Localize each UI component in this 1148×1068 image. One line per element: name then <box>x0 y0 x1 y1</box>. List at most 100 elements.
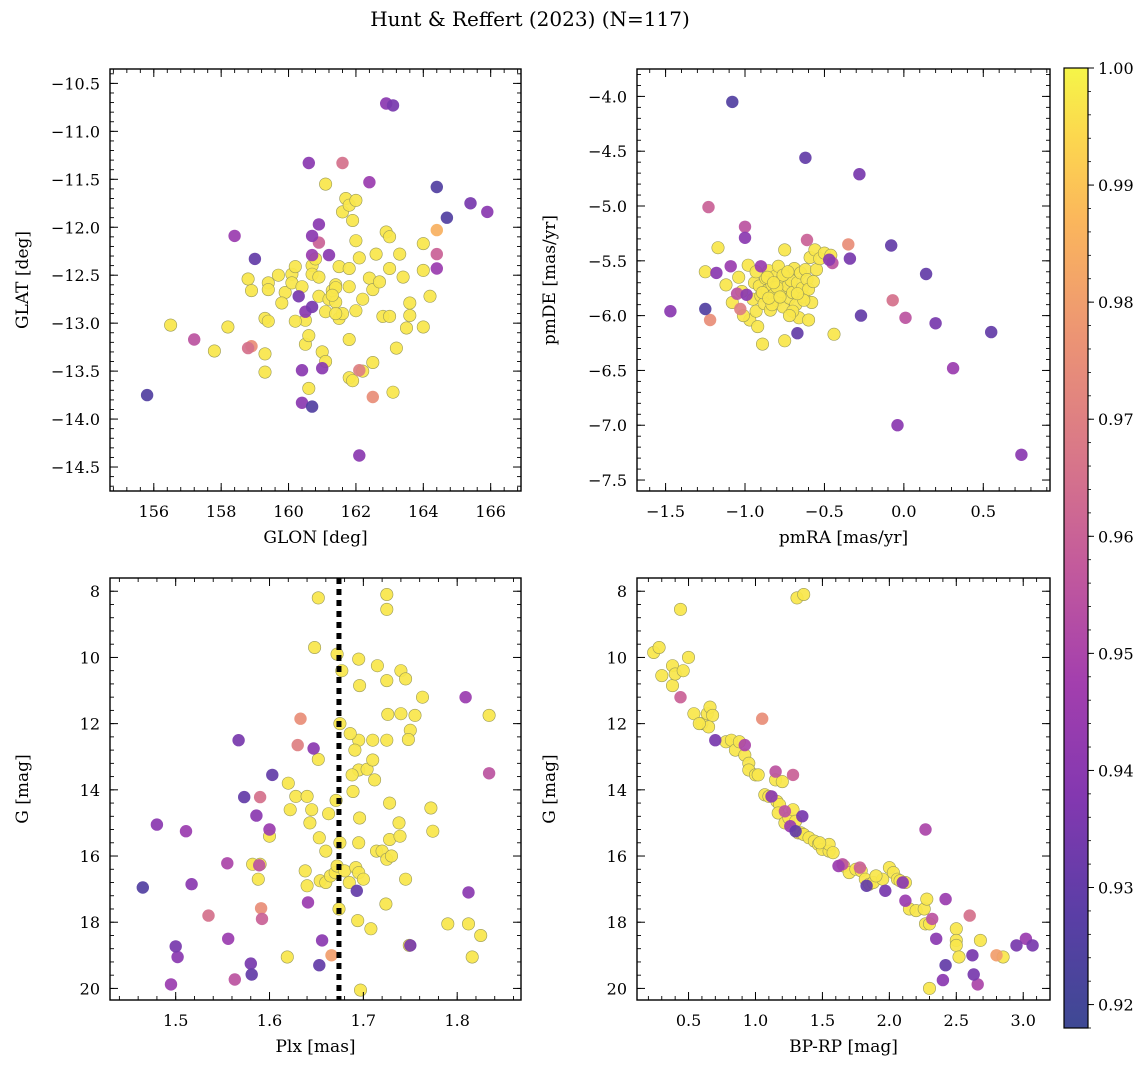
data-point <box>665 679 679 693</box>
x-tick-label: 2.0 <box>877 1011 902 1030</box>
data-point <box>295 364 309 377</box>
data-point <box>939 892 952 906</box>
y-tick-label: −6.5 <box>588 361 627 380</box>
data-point <box>353 449 366 462</box>
data-point <box>345 768 359 782</box>
x-axis-label: Plx [mas] <box>275 1037 355 1057</box>
data-point <box>800 233 814 247</box>
data-point <box>481 205 494 219</box>
x-tick-label: 1.7 <box>351 1011 376 1030</box>
data-point <box>756 712 769 725</box>
data-point <box>726 95 739 109</box>
data-point <box>404 939 417 952</box>
data-point <box>778 334 792 348</box>
y-tick-label: −7.0 <box>588 416 627 435</box>
data-point <box>681 650 695 664</box>
data-point <box>1010 939 1023 952</box>
data-point <box>342 261 356 275</box>
data-point <box>342 332 356 346</box>
x-tick-label: 158 <box>206 502 237 521</box>
data-point <box>967 968 980 981</box>
axes-frame <box>636 68 1051 492</box>
data-point <box>789 825 802 838</box>
data-point <box>399 872 413 886</box>
data-point <box>349 304 363 318</box>
data-point <box>732 270 746 284</box>
data-point <box>336 156 349 170</box>
data-point <box>188 333 201 346</box>
y-tick-label: 18 <box>80 913 100 932</box>
y-tick-label: 18 <box>607 913 627 932</box>
data-point <box>465 950 479 964</box>
data-point <box>255 912 269 926</box>
data-point <box>307 742 320 755</box>
data-point <box>724 260 737 273</box>
data-point <box>351 914 365 928</box>
data-point <box>949 922 963 936</box>
data-point <box>298 864 312 878</box>
data-point <box>244 957 257 970</box>
data-point <box>305 229 319 243</box>
data-point <box>302 329 316 343</box>
data-point <box>482 708 496 722</box>
data-point <box>441 917 455 931</box>
data-point <box>380 602 394 616</box>
data-point <box>843 252 857 265</box>
data-point <box>221 857 234 870</box>
data-point <box>791 327 804 340</box>
data-point <box>353 364 366 377</box>
data-point <box>342 280 356 294</box>
data-point <box>305 248 319 262</box>
data-point <box>308 640 322 654</box>
data-point <box>389 341 403 355</box>
axes-frame <box>636 577 1051 1001</box>
data-point <box>786 768 800 782</box>
x-tick-label: 1.8 <box>444 1011 469 1030</box>
colorbar-tick-label: 0.99 <box>1098 176 1134 195</box>
y-tick-label: 12 <box>80 715 100 734</box>
data-point <box>936 973 950 987</box>
data-point <box>380 733 394 747</box>
data-point <box>734 302 747 316</box>
data-point <box>185 878 198 891</box>
data-point <box>288 314 302 328</box>
x-tick-label: −0.5 <box>805 502 844 521</box>
data-point <box>394 707 408 721</box>
data-point <box>778 805 792 818</box>
y-tick-label: −11.5 <box>51 170 100 189</box>
data-point <box>879 884 892 897</box>
x-tick-label: 166 <box>475 502 506 521</box>
data-point <box>364 922 378 936</box>
data-point <box>709 734 722 747</box>
data-point <box>842 238 855 251</box>
data-point <box>384 849 398 863</box>
y-tick-label: 14 <box>80 781 100 800</box>
data-point <box>261 314 275 328</box>
data-point <box>738 220 752 233</box>
x-axis-label: BP-RP [mag] <box>789 1037 898 1057</box>
data-point <box>312 218 326 231</box>
data-point <box>350 884 363 897</box>
data-point <box>386 99 400 112</box>
data-point <box>369 247 383 261</box>
data-point <box>241 272 255 286</box>
data-point <box>248 252 262 266</box>
data-point <box>381 707 395 721</box>
data-point <box>796 810 809 823</box>
data-point <box>356 872 370 886</box>
data-point <box>854 309 868 322</box>
data-point <box>424 801 438 815</box>
x-tick-label: 0.0 <box>891 502 916 521</box>
data-point <box>368 773 382 787</box>
data-point <box>258 365 272 379</box>
data-point <box>302 381 316 395</box>
data-point <box>271 268 285 282</box>
data-point <box>702 200 715 214</box>
y-tick-label: −4.5 <box>588 142 627 161</box>
data-point <box>254 902 268 915</box>
data-point <box>366 390 379 404</box>
x-tick-label: 164 <box>408 502 439 521</box>
data-point <box>322 807 336 821</box>
colorbar-tick-label: 0.93 <box>1098 879 1134 898</box>
